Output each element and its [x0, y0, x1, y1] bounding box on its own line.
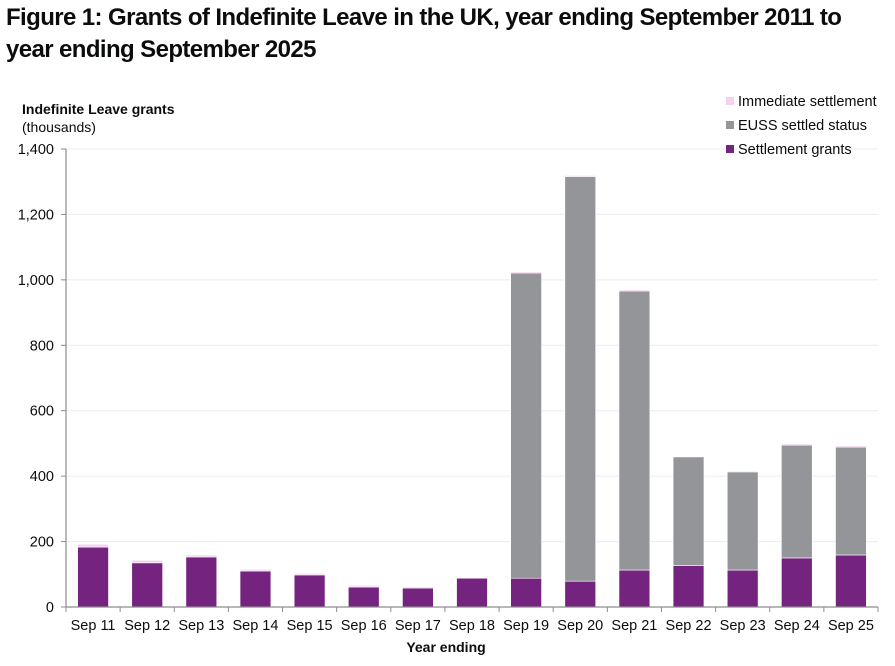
legend-label: Immediate settlement: [738, 94, 877, 110]
y-tick-label: 1,000: [18, 273, 54, 289]
bar-euss-settled-status: [510, 272, 542, 579]
bar-euss-settled-status: [564, 176, 596, 582]
bar-stack: [835, 445, 867, 608]
x-tick-label: Sep 12: [124, 618, 170, 634]
bar-euss-settled-status: [781, 444, 813, 559]
bar-stack: [77, 543, 109, 608]
bar-stack: [239, 569, 272, 608]
y-axis: 0 200 400 600 800 1,000 1,200 1,400: [18, 142, 67, 616]
bar-settlement-grants: [239, 570, 272, 608]
bar-immediate-settlement: [456, 577, 488, 579]
x-tick-label: Sep 17: [395, 618, 441, 634]
x-tick-label: Sep 25: [828, 618, 874, 634]
bar-settlement-grants: [131, 562, 163, 608]
bar-stack: [726, 470, 759, 608]
x-tick-label: Sep 15: [287, 618, 333, 634]
gridlines: [66, 148, 878, 543]
bar-settlement-grants: [293, 574, 326, 608]
bar-immediate-settlement: [293, 573, 326, 576]
legend-label: Settlement grants: [738, 142, 852, 158]
x-tick-label: Sep 23: [720, 618, 766, 634]
x-axis: Sep 11 Sep 12 Sep 13 Sep 14 Sep 15 Sep 16 Sep …: [65, 606, 879, 634]
bar-immediate-settlement: [185, 554, 218, 558]
bar-immediate-settlement: [781, 443, 813, 446]
bar-settlement-grants: [726, 569, 759, 608]
bar-settlement-grants: [185, 556, 218, 608]
bar-stack: [402, 586, 434, 608]
y-tick-label: 0: [46, 600, 54, 616]
bar-stack: [510, 271, 542, 608]
y-tick-label: 200: [30, 535, 54, 551]
bar-settlement-grants: [77, 546, 109, 608]
bar-immediate-settlement: [835, 445, 867, 448]
bar-immediate-settlement: [77, 543, 109, 548]
bar-stack: [131, 559, 163, 608]
x-tick-label: Sep 19: [503, 618, 549, 634]
y-tick-label: 600: [30, 404, 54, 420]
bar-settlement-grants: [564, 580, 596, 608]
bar-immediate-settlement: [402, 586, 434, 589]
bar-stack: [564, 175, 596, 608]
legend-swatch: [726, 97, 734, 105]
bar-euss-settled-status: [835, 446, 867, 556]
bar-stack: [618, 289, 651, 608]
x-tick-label: Sep 18: [449, 618, 495, 634]
bar-settlement-grants: [618, 569, 651, 608]
bar-stack: [672, 455, 705, 608]
bar-immediate-settlement: [510, 271, 542, 274]
legend-swatch: [726, 145, 734, 153]
legend-item: Settlement grants: [726, 142, 852, 158]
bar-immediate-settlement: [348, 585, 380, 588]
bar-immediate-settlement: [239, 569, 272, 572]
bar-settlement-grants: [835, 554, 867, 608]
bar-immediate-settlement: [672, 455, 705, 458]
bar-settlement-grants: [672, 565, 705, 608]
bar-settlement-grants: [781, 557, 813, 608]
y-tick-label: 1,200: [18, 207, 54, 223]
bar-immediate-settlement: [564, 175, 596, 177]
y-tick-label: 800: [30, 338, 54, 354]
y-axis-unit: (thousands): [22, 119, 96, 135]
x-tick-label: Sep 11: [71, 618, 116, 634]
y-tick-label: 1,400: [18, 142, 54, 158]
x-tick-label: Sep 16: [341, 618, 387, 634]
x-tick-label: Sep 13: [178, 618, 224, 634]
x-tick-label: Sep 22: [666, 618, 712, 634]
bar-euss-settled-status: [618, 290, 651, 571]
bar-stack: [781, 443, 813, 608]
bar-euss-settled-status: [672, 456, 705, 566]
bar-settlement-grants: [456, 577, 488, 608]
bar-settlement-grants: [510, 577, 542, 608]
x-tick-label: Sep 24: [774, 618, 820, 634]
bar-settlement-grants: [348, 586, 380, 608]
chart-title: Figure 1: Grants of Indefinite Leave in …: [6, 4, 842, 63]
y-tick-label: 400: [30, 469, 54, 485]
legend-item: Immediate settlement: [726, 94, 877, 110]
bar-stack: [456, 577, 488, 608]
bar-immediate-settlement: [131, 559, 163, 564]
y-axis-title: Indefinite Leave grants: [22, 101, 175, 117]
x-tick-label: Sep 20: [557, 618, 603, 634]
bar-settlement-grants: [402, 587, 434, 608]
legend-swatch: [726, 121, 734, 129]
bar-immediate-settlement: [618, 289, 651, 292]
bar-stack: [293, 573, 326, 608]
bar-immediate-settlement: [726, 470, 759, 473]
bars: [77, 175, 867, 608]
bar-stack: [185, 554, 218, 608]
legend-item: EUSS settled status: [726, 118, 867, 134]
x-axis-title: Year ending: [406, 639, 485, 655]
bar-stack: [348, 585, 380, 608]
x-tick-label: Sep 21: [611, 618, 657, 634]
x-tick-label: Sep 14: [232, 618, 278, 634]
legend-label: EUSS settled status: [738, 118, 867, 134]
legend: Immediate settlement EUSS settled status S…: [726, 94, 877, 158]
bar-euss-settled-status: [726, 471, 759, 571]
